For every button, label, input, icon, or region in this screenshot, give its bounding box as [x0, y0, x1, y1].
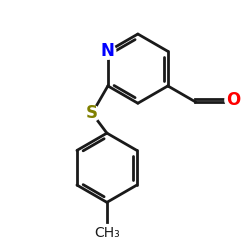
Text: O: O	[226, 91, 240, 109]
Text: CH₃: CH₃	[94, 226, 120, 240]
Text: S: S	[86, 104, 98, 122]
Circle shape	[84, 106, 100, 121]
Circle shape	[225, 92, 241, 108]
Text: N: N	[101, 42, 115, 60]
Circle shape	[100, 44, 116, 59]
